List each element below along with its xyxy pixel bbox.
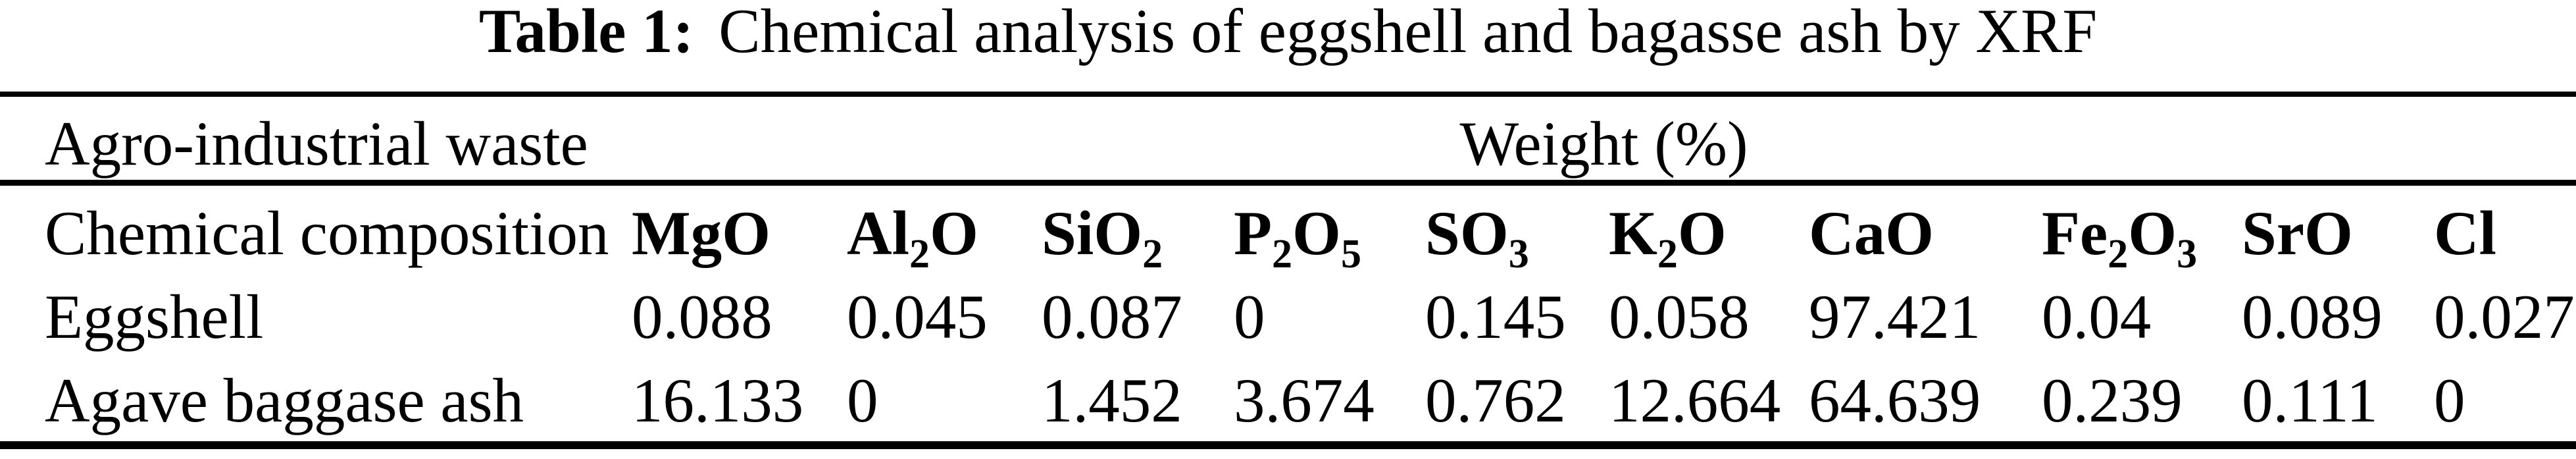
value-cell: 0.088 — [632, 281, 772, 352]
value-cell: 12.664 — [1609, 365, 1781, 435]
table-body: Eggshell 0.088 0.045 0.087 0 0.145 0.058 97.421… — [0, 274, 2576, 445]
group-header-waste: Agro-industrial waste — [0, 94, 632, 186]
value-cell: 97.421 — [1809, 281, 1981, 352]
value-cell: 0.145 — [1425, 281, 1566, 352]
subscript: 2 — [1272, 231, 1293, 277]
column-header-row: Chemical composition MgO Al2O SiO2 P2O5 SO3 K2… — [0, 183, 2576, 277]
value-cell: 0.027 — [2434, 281, 2575, 352]
column-header-SrO: SrO — [2242, 198, 2353, 268]
value-cell: 0 — [1234, 281, 1265, 352]
column-header-SiO2: SiO2 — [1042, 198, 1163, 277]
row-label: Eggshell — [45, 281, 264, 352]
value-cell: 0.089 — [2242, 281, 2383, 352]
value-cell: 0 — [847, 365, 878, 435]
subscript: 3 — [2177, 231, 2198, 277]
subscript: 3 — [1508, 231, 1529, 277]
subscript: 5 — [1340, 231, 1361, 277]
table-container: Agro-industrial waste Weight (%) Chemica… — [0, 92, 2576, 449]
table-caption-text: Chemical analysis of eggshell and bagass… — [719, 0, 2098, 66]
value-cell: 16.133 — [632, 365, 804, 435]
value-cell: 0.239 — [2042, 365, 2183, 435]
column-header-MgO: MgO — [632, 198, 771, 268]
column-header-Fe2O3: Fe2O3 — [2042, 198, 2198, 277]
subscript: 2 — [1142, 231, 1163, 277]
column-header-SO3: SO3 — [1425, 198, 1529, 277]
column-header-K2O: K2O — [1609, 198, 1727, 277]
row-label: Agave baggase ash — [45, 365, 524, 435]
group-header-weight: Weight (%) — [632, 94, 2576, 186]
value-cell: 3.674 — [1234, 365, 1375, 435]
value-cell: 0 — [2434, 365, 2465, 435]
value-cell: 0.111 — [2242, 365, 2378, 435]
value-cell: 1.452 — [1042, 365, 1182, 435]
value-cell: 64.639 — [1809, 365, 1981, 435]
value-cell: 0.058 — [1609, 281, 1750, 352]
subscript: 2 — [909, 231, 930, 277]
xrf-analysis-table: Agro-industrial waste Weight (%) Chemica… — [0, 92, 2576, 449]
column-header-P2O5: P2O5 — [1234, 198, 1361, 277]
column-header-Al2O: Al2O — [847, 198, 978, 277]
subscript: 2 — [2108, 231, 2129, 277]
value-cell: 0.762 — [1425, 365, 1566, 435]
group-header-row: Agro-industrial waste Weight (%) — [0, 94, 2576, 186]
table-row: Agave baggase ash 16.133 0 1.452 3.674 0.762 1… — [0, 360, 2576, 445]
value-cell: 0.04 — [2042, 281, 2152, 352]
table-row: Eggshell 0.088 0.045 0.087 0 0.145 0.058 97.421… — [0, 274, 2576, 360]
subscript: 2 — [1657, 231, 1678, 277]
row-label-column-header: Chemical composition — [45, 198, 609, 268]
value-cell: 0.087 — [1042, 281, 1182, 352]
column-header-CaO: CaO — [1809, 198, 1934, 268]
value-cell: 0.045 — [847, 281, 988, 352]
table-caption-number: Table 1: — [478, 0, 694, 66]
column-header-Cl: Cl — [2434, 198, 2496, 268]
table-caption: Table 1: Chemical analysis of eggshell an… — [0, 0, 2576, 67]
